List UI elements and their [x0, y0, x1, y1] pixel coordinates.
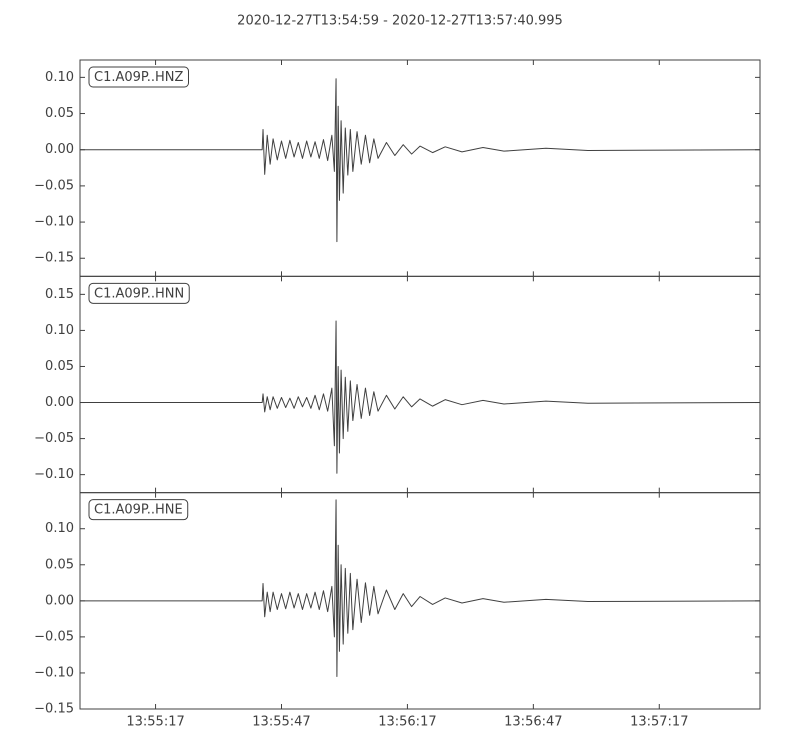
y-tick-label: 0.15 [45, 287, 74, 302]
y-tick-label: −0.05 [34, 178, 74, 193]
y-tick-label: −0.10 [34, 665, 74, 680]
y-tick-label: 0.10 [45, 521, 74, 536]
y-tick-label: 0.00 [45, 593, 74, 608]
y-tick-label: 0.10 [45, 323, 74, 338]
y-tick-label: 0.05 [45, 557, 74, 572]
x-tick-label: 13:56:47 [504, 715, 562, 730]
trace-label: C1.A09P..HNE [94, 503, 183, 518]
trace-label-box [88, 66, 189, 88]
x-tick-label: 13:56:17 [378, 715, 436, 730]
y-tick-label: 0.00 [45, 395, 74, 410]
y-tick-label: 0.00 [45, 142, 74, 157]
y-tick-label: 0.10 [45, 70, 74, 85]
y-tick-label: −0.10 [34, 467, 74, 482]
y-tick-label: −0.10 [34, 215, 74, 230]
trace-label-box [88, 499, 189, 521]
trace-label: C1.A09P..HNN [94, 286, 184, 301]
panel-frame [79, 492, 761, 710]
waveform [80, 78, 761, 243]
waveform [80, 499, 761, 678]
x-tick-label: 13:55:47 [252, 715, 310, 730]
trace-label: C1.A09P..HNZ [94, 70, 183, 85]
waveform [80, 320, 761, 474]
y-tick-label: 0.05 [45, 106, 74, 121]
figure-title: 2020-12-27T13:54:59 - 2020-12-27T13:57:4… [237, 14, 563, 29]
trace-label-box [88, 282, 190, 304]
x-tick-label: 13:55:17 [126, 715, 184, 730]
x-tick-label: 13:57:17 [630, 715, 688, 730]
y-tick-label: 0.05 [45, 359, 74, 374]
y-tick-label: −0.05 [34, 629, 74, 644]
y-tick-label: −0.15 [34, 251, 74, 266]
y-tick-label: −0.05 [34, 431, 74, 446]
y-tick-label: −0.15 [34, 702, 74, 717]
